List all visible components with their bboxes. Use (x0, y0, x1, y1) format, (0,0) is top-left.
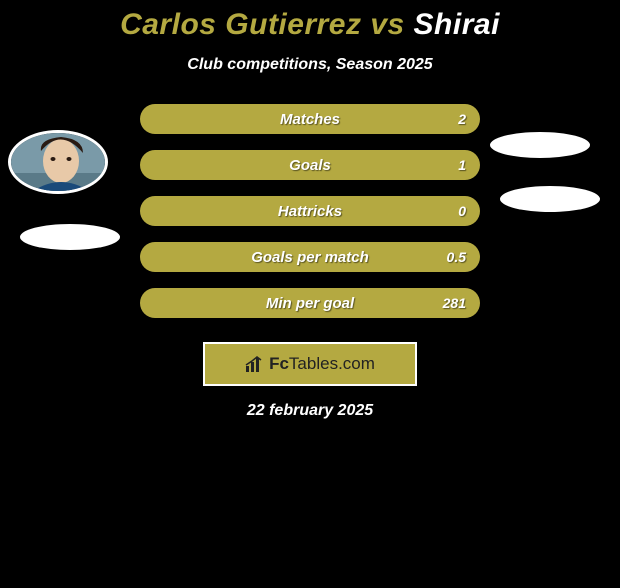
player2-pill (500, 186, 600, 212)
stat-value-left: 1 (458, 157, 466, 173)
stat-value-left: 2 (458, 111, 466, 127)
player2-name: Shirai (414, 8, 500, 41)
stat-label: Goals per match (140, 249, 480, 266)
player2-pill (490, 132, 590, 158)
stat-row: Goals 1 (140, 150, 480, 180)
date-text: 22 february 2025 (0, 402, 620, 420)
stat-label: Min per goal (140, 295, 480, 312)
stat-label: Matches (140, 111, 480, 128)
logo-text-1: Fc (269, 354, 289, 373)
stat-label: Goals (140, 157, 480, 174)
stat-value-left: 0.5 (447, 249, 466, 265)
player1-name: Carlos Gutierrez (120, 8, 361, 41)
stat-row: Min per goal 281 (140, 288, 480, 318)
stat-row: Hattricks 0 (140, 196, 480, 226)
vs-text: vs (362, 8, 414, 41)
player1-blank-pill (20, 224, 120, 250)
chart-icon (245, 355, 265, 373)
stat-row: Goals per match 0.5 (140, 242, 480, 272)
logo-text-2: Tables.com (289, 354, 375, 373)
player1-avatar (8, 130, 108, 194)
stat-row: Matches 2 (140, 104, 480, 134)
stat-value-left: 281 (443, 295, 466, 311)
subtitle: Club competitions, Season 2025 (0, 56, 620, 74)
stat-label: Hattricks (140, 203, 480, 220)
fctables-logo[interactable]: FcTables.com (203, 342, 417, 386)
page-title: Carlos Gutierrez vs Shirai (0, 8, 620, 42)
stat-value-left: 0 (458, 203, 466, 219)
logo-text: FcTables.com (245, 354, 375, 374)
